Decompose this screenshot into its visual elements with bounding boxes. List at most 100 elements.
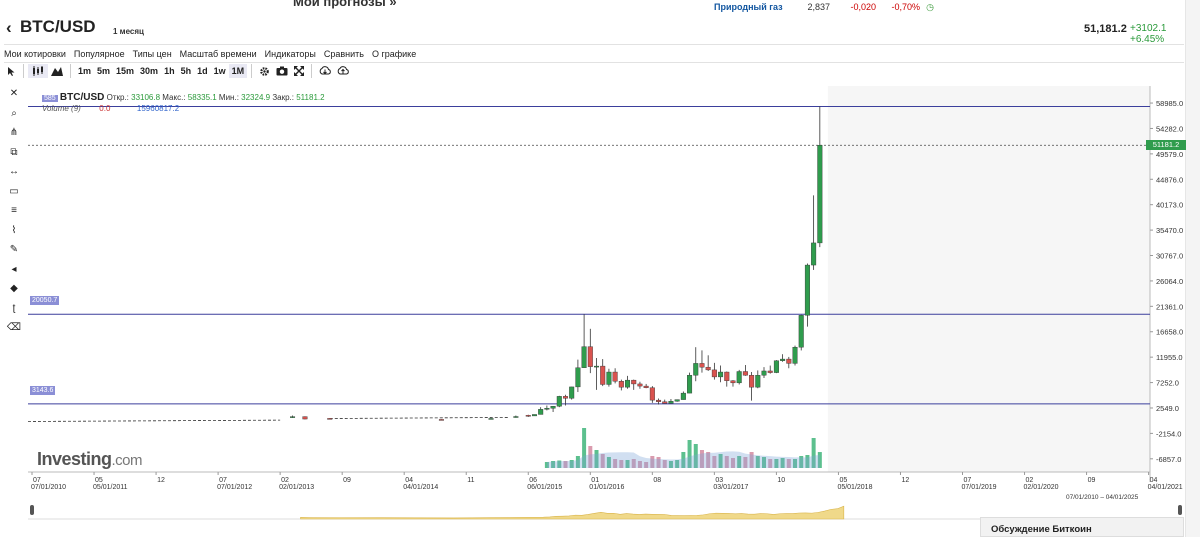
eraser-icon[interactable]: ⌫ bbox=[6, 322, 22, 334]
candle-body bbox=[767, 370, 773, 373]
candle-body bbox=[792, 346, 798, 364]
candlestick-icon[interactable] bbox=[28, 64, 48, 78]
legend-low-label: Мин.: bbox=[218, 93, 239, 102]
ruler-horizontal-icon[interactable]: ↔ bbox=[9, 166, 19, 178]
interval-label: 1 месяц bbox=[113, 27, 144, 36]
chevron-left-icon[interactable]: ‹ bbox=[6, 18, 12, 37]
interval-1m[interactable]: 1m bbox=[78, 66, 92, 76]
volume-bar bbox=[762, 457, 766, 468]
rectangle-icon[interactable]: ▭ bbox=[9, 185, 19, 197]
cursor-arrow-icon[interactable] bbox=[4, 64, 19, 78]
x-tick-date-label: 05/01/2018 bbox=[837, 484, 872, 490]
candle-body bbox=[625, 379, 631, 388]
candle-body bbox=[755, 375, 761, 388]
candle-body bbox=[656, 399, 662, 402]
candle-body bbox=[587, 346, 593, 367]
volume-bar bbox=[600, 454, 605, 468]
arrow-icon[interactable]: ◂ bbox=[11, 263, 17, 275]
volume-bar bbox=[650, 456, 655, 468]
page-scrollbar[interactable] bbox=[1185, 0, 1200, 537]
download-icon[interactable] bbox=[316, 64, 334, 78]
interval-5m[interactable]: 5m bbox=[97, 66, 111, 76]
my-forecasts-link[interactable]: Мои прогнозы » bbox=[293, 0, 397, 9]
candle-body bbox=[699, 363, 705, 368]
fullscreen-icon[interactable] bbox=[291, 64, 307, 78]
legend-close-label: Закр.: bbox=[272, 93, 294, 102]
price-chart[interactable]: 58985.0 54282.0 49579.0 44876.0 40173.0 35470… bbox=[28, 86, 1184, 490]
close-icon[interactable]: ✕ bbox=[9, 88, 19, 100]
volume-label: Volume (9) bbox=[42, 104, 81, 113]
fibonacci-icon[interactable]: ≡ bbox=[11, 205, 17, 217]
level-tag-3143[interactable]: 3143.6 bbox=[30, 386, 56, 395]
menu-time-scale[interactable]: Масштаб времени bbox=[179, 48, 257, 59]
ticker-name[interactable]: Природный газ bbox=[714, 2, 783, 12]
page-title: BTC/USD bbox=[20, 17, 96, 36]
candle-body bbox=[687, 375, 693, 394]
volume-bar bbox=[706, 452, 711, 468]
area-chart-icon[interactable] bbox=[48, 64, 66, 78]
candle-body bbox=[513, 416, 519, 418]
interval-15m[interactable]: 15m bbox=[116, 66, 135, 76]
low-price-line bbox=[329, 417, 510, 419]
menu-about-chart[interactable]: О графике bbox=[371, 48, 417, 59]
menu-indicators[interactable]: Индикаторы bbox=[264, 48, 316, 59]
top-strip bbox=[0, 0, 1200, 16]
menu-my-quotes[interactable]: Мои котировки bbox=[4, 48, 66, 59]
x-tick-date-label: 07/01/2010 bbox=[31, 484, 66, 490]
volume-bar bbox=[774, 459, 779, 468]
y-tick-label: -2154.0 bbox=[1156, 429, 1181, 438]
marker-icon[interactable]: ◆ bbox=[10, 283, 18, 295]
candle-body bbox=[817, 145, 823, 244]
volume-bar bbox=[582, 428, 587, 468]
level-tag-20050[interactable]: 20050.7 bbox=[30, 296, 60, 305]
volume-bar bbox=[730, 458, 735, 468]
volume-bar bbox=[662, 460, 667, 468]
x-tick-date-label: 01/01/2016 bbox=[589, 484, 624, 490]
menu-price-types[interactable]: Типы цен bbox=[132, 48, 172, 59]
interval-1w[interactable]: 1w bbox=[213, 66, 226, 76]
navigator-handle-right[interactable] bbox=[1178, 505, 1182, 515]
ticker-row[interactable]: Природный газ 2,837 -0,020 -0,70% ◷ bbox=[714, 0, 934, 14]
interval-1M[interactable]: 1M bbox=[228, 64, 248, 78]
interval-30m[interactable]: 30m bbox=[140, 66, 159, 76]
early-price-line bbox=[28, 419, 281, 422]
volume-bar bbox=[786, 459, 791, 468]
upload-icon[interactable] bbox=[334, 64, 352, 78]
candle-body bbox=[705, 366, 711, 371]
future-area bbox=[827, 86, 1150, 472]
x-tick-date-label: 06/01/2015 bbox=[527, 484, 562, 490]
candle-body bbox=[581, 346, 587, 368]
candle-body bbox=[649, 387, 655, 401]
legend-symbol: BTC/USD bbox=[59, 92, 105, 103]
interval-5h[interactable]: 5h bbox=[180, 66, 192, 76]
menu-compare[interactable]: Сравнить bbox=[323, 48, 364, 59]
brush-icon[interactable]: ⌇ bbox=[11, 224, 17, 236]
text-icon[interactable]: ʈ bbox=[12, 302, 16, 314]
volume-bar bbox=[737, 456, 742, 468]
magnet-icon[interactable]: ⋔ bbox=[9, 127, 19, 139]
volume-bar bbox=[749, 452, 754, 468]
candle-body bbox=[631, 379, 637, 385]
volume-bar bbox=[817, 452, 822, 468]
menu-popular[interactable]: Популярное bbox=[73, 48, 125, 59]
copy-icon[interactable]: ⧉ bbox=[10, 146, 18, 158]
candle-body bbox=[562, 396, 568, 399]
gear-icon[interactable] bbox=[256, 64, 273, 78]
volume-bar bbox=[811, 438, 816, 468]
navigator-handle-left[interactable] bbox=[30, 505, 34, 515]
camera-icon[interactable] bbox=[273, 64, 291, 78]
interval-1h[interactable]: 1h bbox=[164, 66, 175, 76]
interval-1d[interactable]: 1d bbox=[197, 66, 208, 76]
pencil-icon[interactable]: ✎ bbox=[9, 244, 19, 256]
volume-legend: Volume (9) 0.0 15960817.2 bbox=[42, 104, 179, 113]
candle-body bbox=[488, 418, 494, 420]
volume-bar bbox=[681, 452, 686, 468]
x-tick-label: 02 bbox=[1026, 477, 1034, 484]
current-price-tag: 51181.2 bbox=[1146, 140, 1186, 150]
volume-bar bbox=[768, 459, 773, 468]
toolbar-divider bbox=[70, 64, 71, 78]
candle-body bbox=[302, 416, 308, 420]
x-tick-label: 10 bbox=[777, 477, 785, 484]
zoom-icon[interactable]: ⌕ bbox=[11, 107, 17, 119]
discussion-panel-header[interactable]: Обсуждение Биткоин bbox=[980, 517, 1184, 537]
